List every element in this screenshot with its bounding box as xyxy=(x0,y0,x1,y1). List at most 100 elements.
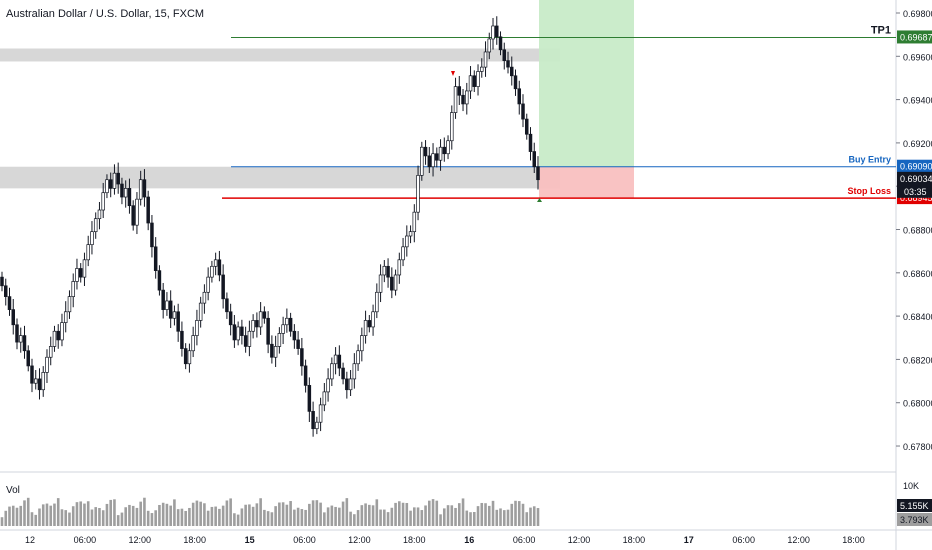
candle-body xyxy=(465,90,469,105)
volume-bar xyxy=(244,504,247,526)
candle-body xyxy=(472,75,477,87)
candle-body xyxy=(195,320,199,336)
volume-bar xyxy=(161,502,165,526)
candle-body xyxy=(412,211,417,233)
candle-body xyxy=(67,296,72,313)
volume-bar xyxy=(476,506,480,526)
volume-bar xyxy=(409,510,412,526)
candle-body xyxy=(476,71,480,87)
candle-body xyxy=(71,281,75,297)
candle-body xyxy=(277,333,282,347)
time-tick-label: 18:00 xyxy=(842,535,865,545)
volume-bar xyxy=(105,503,109,526)
volume-bar xyxy=(360,505,364,526)
candle-body xyxy=(93,218,98,233)
candle-body xyxy=(367,320,372,328)
volume-bar xyxy=(139,501,142,526)
candle-body xyxy=(431,153,435,168)
candle-body xyxy=(26,350,30,367)
volume-bar xyxy=(330,505,334,526)
level-price-label: 0.69090 xyxy=(900,162,932,172)
candle-body xyxy=(138,179,143,200)
volume-bar xyxy=(203,503,206,526)
candle-body xyxy=(270,343,274,358)
volume-bar xyxy=(154,510,157,526)
current-price-tag xyxy=(897,171,932,198)
candle-body xyxy=(37,378,42,391)
candle-body xyxy=(281,324,285,334)
level-price-label: 0.69687 xyxy=(900,32,932,42)
candle-body xyxy=(453,86,458,113)
volume-bar xyxy=(289,501,292,526)
candle-body xyxy=(127,188,132,207)
candle-body xyxy=(131,205,135,226)
candle-body xyxy=(78,268,83,278)
candle-body xyxy=(243,335,248,347)
volume-bar xyxy=(338,507,341,526)
volume-bar xyxy=(401,502,405,526)
volume-bar xyxy=(487,505,491,526)
volume-bar xyxy=(45,503,49,526)
candle-body xyxy=(337,354,342,369)
candle-body xyxy=(495,25,499,38)
candle-body xyxy=(528,133,533,152)
volume-last-label: 5.155K xyxy=(900,501,929,511)
candle-body xyxy=(206,276,210,293)
candle-body xyxy=(397,259,402,276)
candle-body xyxy=(142,179,147,198)
candle-body xyxy=(296,339,300,349)
volume-ma-label: 3.793K xyxy=(900,515,929,525)
volume-bar xyxy=(495,509,499,526)
candle-body xyxy=(180,330,184,349)
candle-body xyxy=(168,300,173,319)
candle-body xyxy=(386,265,390,278)
candle-body xyxy=(318,404,323,423)
volume-bar xyxy=(465,510,469,526)
volume-bar xyxy=(394,502,397,526)
volume-bar xyxy=(158,504,161,526)
volume-bar xyxy=(75,502,79,526)
volume-bar xyxy=(517,501,521,526)
candle-body xyxy=(108,179,113,189)
volume-bar xyxy=(405,502,409,526)
time-tick-label: 18:00 xyxy=(403,535,426,545)
candle-body xyxy=(33,378,38,384)
volume-bar xyxy=(345,498,349,526)
candle-body xyxy=(356,350,360,365)
level-label-tp1: TP1 xyxy=(871,24,891,36)
level-price-tag xyxy=(897,30,932,44)
volume-bar xyxy=(180,508,184,526)
volume-bar xyxy=(375,499,379,526)
volume-bar xyxy=(454,507,457,526)
volume-bar xyxy=(184,510,187,526)
volume-bar xyxy=(457,503,461,526)
volume-bar xyxy=(15,507,19,526)
candle-body xyxy=(120,183,124,198)
volume-bar xyxy=(101,510,105,526)
candle-body xyxy=(232,324,237,341)
volume-bar xyxy=(293,509,296,526)
candle-body xyxy=(90,231,94,246)
candle-body xyxy=(427,155,432,168)
candle-body xyxy=(255,320,259,328)
volume-bar xyxy=(532,506,536,526)
candle-body xyxy=(176,311,180,332)
candle-body xyxy=(153,246,158,271)
volume-last-tag xyxy=(897,499,932,512)
volume-bar xyxy=(188,507,191,526)
volume-bar xyxy=(169,505,172,526)
volume-bar xyxy=(315,500,319,526)
candle-body xyxy=(112,172,117,189)
volume-bar xyxy=(210,506,214,526)
candle-body xyxy=(341,367,345,380)
candle-body xyxy=(450,112,454,142)
volume-bar xyxy=(472,512,476,526)
volume-bar xyxy=(195,500,199,526)
candle-body xyxy=(468,75,473,92)
volume-bar xyxy=(278,502,281,526)
volume-bar xyxy=(38,508,41,526)
